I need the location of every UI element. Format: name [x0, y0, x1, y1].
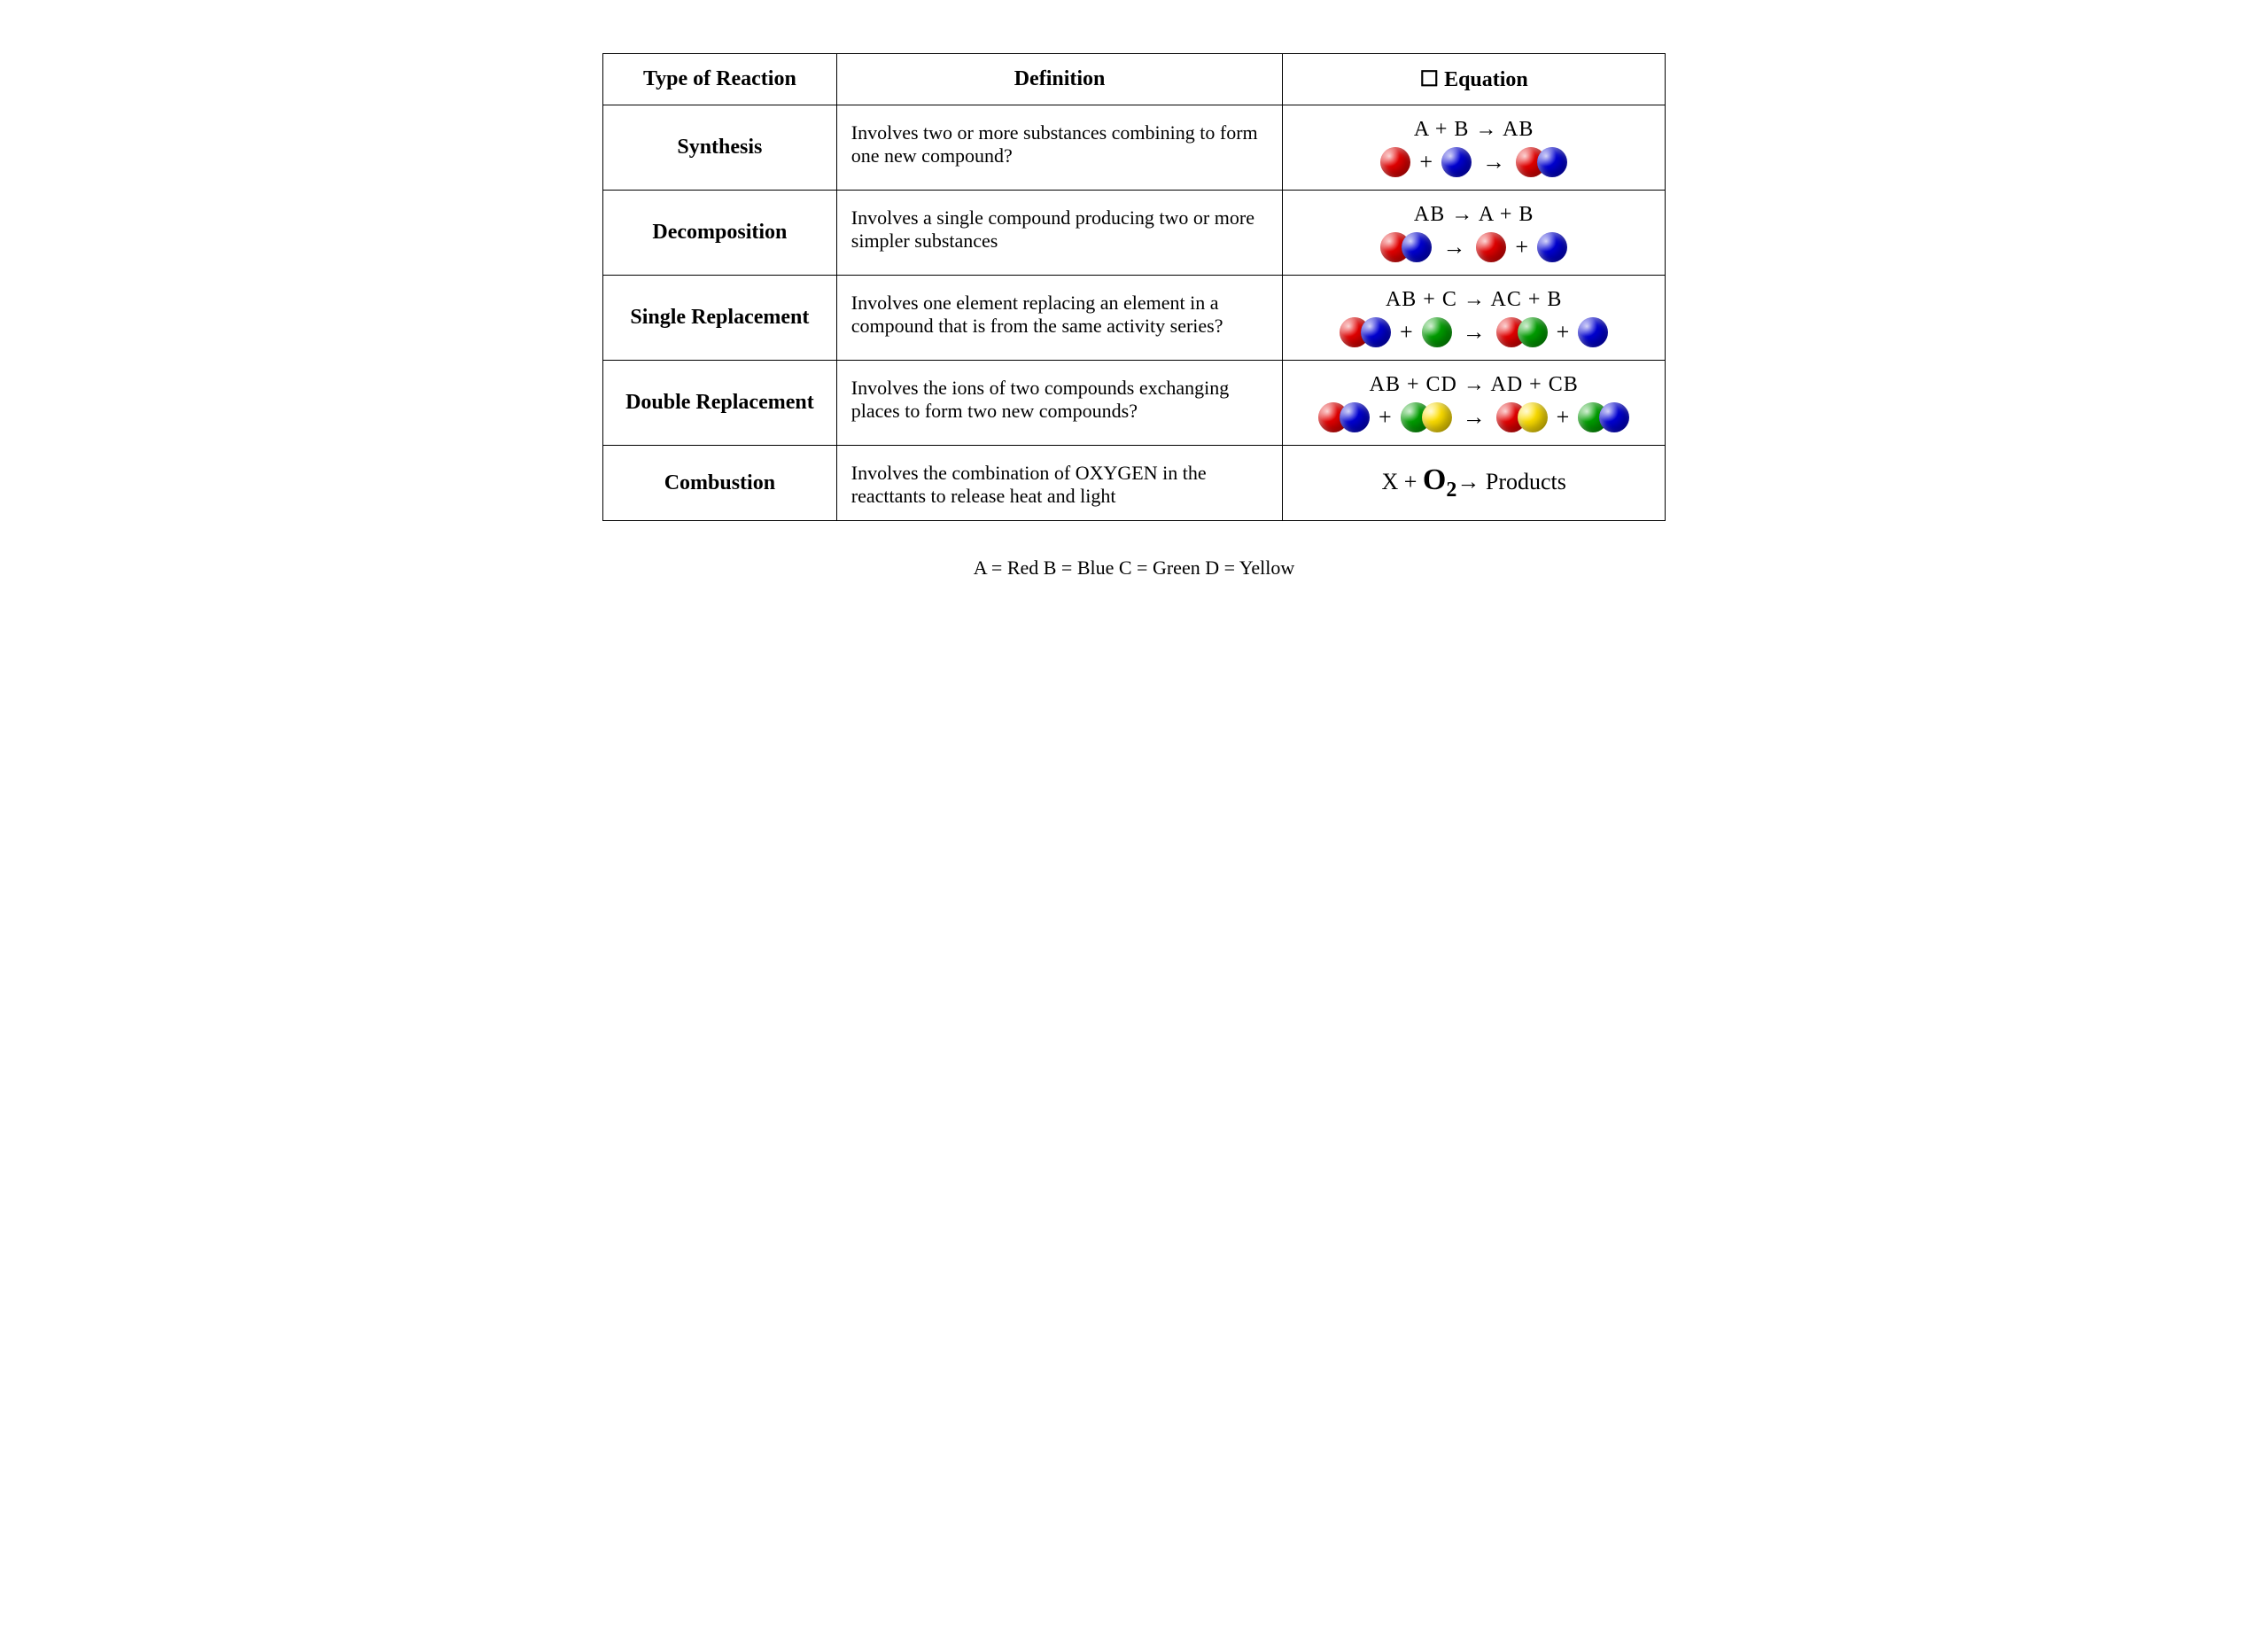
molecule-pair — [1516, 147, 1567, 177]
reaction-type: Double Replacement — [603, 361, 837, 446]
reaction-definition: Involves one element replacing an elemen… — [836, 276, 1283, 361]
arrow-icon: → — [1482, 149, 1505, 175]
molecule-pair — [1318, 402, 1370, 432]
equation-text: AB → A + B — [1297, 203, 1651, 227]
atom-b — [1599, 402, 1629, 432]
atom-b — [1537, 147, 1567, 177]
header-definition: Definition — [836, 54, 1283, 105]
reaction-equation: AB + C → AC + B + → + — [1283, 276, 1666, 361]
atom-d — [1422, 402, 1452, 432]
table-row: Single ReplacementInvolves one element r… — [603, 276, 1666, 361]
table-row: SynthesisInvolves two or more substances… — [603, 105, 1666, 191]
atom-a — [1476, 232, 1506, 262]
reaction-definition: Involves two or more substances combinin… — [836, 105, 1283, 191]
molecule-pair — [1578, 402, 1629, 432]
equation-text: AB + CD → AD + CB — [1297, 373, 1651, 397]
plus-operator: + — [1557, 319, 1570, 346]
reaction-diagram: +→ — [1297, 147, 1651, 177]
reaction-table: Type of Reaction Definition ☐ Equation S… — [602, 53, 1666, 521]
atom-b — [1441, 147, 1472, 177]
atom-c — [1422, 317, 1452, 347]
table-row: CombustionInvolves the combination of OX… — [603, 446, 1666, 521]
atom-b — [1402, 232, 1432, 262]
arrow-icon: → — [1463, 319, 1486, 346]
plus-operator: + — [1419, 149, 1433, 175]
reaction-equation: AB + CD → AD + CB + → + — [1283, 361, 1666, 446]
oxygen-symbol: O2 — [1423, 463, 1456, 496]
reaction-diagram: + → + — [1297, 402, 1651, 432]
header-type: Type of Reaction — [603, 54, 837, 105]
reaction-equation: X + O2→ Products — [1283, 446, 1666, 521]
color-legend: A = Red B = Blue C = Green D = Yellow — [35, 556, 2233, 580]
plus-operator: + — [1557, 404, 1570, 431]
reaction-type: Combustion — [603, 446, 837, 521]
reaction-diagram: + → + — [1297, 317, 1651, 347]
equation-text: AB + C → AC + B — [1297, 288, 1651, 312]
molecule-pair — [1496, 317, 1548, 347]
header-equation: ☐ Equation — [1283, 54, 1666, 105]
plus-operator: + — [1400, 319, 1413, 346]
reaction-diagram: →+ — [1297, 232, 1651, 262]
arrow-icon: → — [1463, 404, 1486, 431]
atom-d — [1518, 402, 1548, 432]
table-row: DecompositionInvolves a single compound … — [603, 191, 1666, 276]
reaction-definition: Involves a single compound producing two… — [836, 191, 1283, 276]
molecule-pair — [1401, 402, 1452, 432]
reaction-type: Synthesis — [603, 105, 837, 191]
reaction-equation: A + B → AB+→ — [1283, 105, 1666, 191]
atom-b — [1578, 317, 1608, 347]
equation-text: A + B → AB — [1297, 118, 1651, 142]
molecule-pair — [1340, 317, 1391, 347]
reaction-equation: AB → A + B→+ — [1283, 191, 1666, 276]
reaction-type: Single Replacement — [603, 276, 837, 361]
atom-b — [1537, 232, 1567, 262]
molecule-pair — [1380, 232, 1432, 262]
combustion-equation: X + O2→ Products — [1297, 463, 1651, 502]
atom-c — [1518, 317, 1548, 347]
arrow-icon: → — [1442, 234, 1465, 261]
atom-b — [1361, 317, 1391, 347]
plus-operator: + — [1515, 234, 1528, 261]
table-row: Double ReplacementInvolves the ions of t… — [603, 361, 1666, 446]
reaction-type: Decomposition — [603, 191, 837, 276]
reaction-definition: Involves the combination of OXYGEN in th… — [836, 446, 1283, 521]
molecule-pair — [1496, 402, 1548, 432]
atom-a — [1380, 147, 1410, 177]
reaction-definition: Involves the ions of two compounds excha… — [836, 361, 1283, 446]
plus-operator: + — [1379, 404, 1392, 431]
atom-b — [1340, 402, 1370, 432]
